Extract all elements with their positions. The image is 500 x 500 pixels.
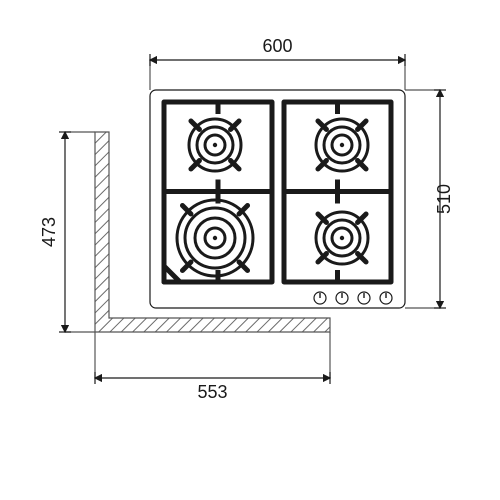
control-knob-4[interactable] [380,292,392,304]
control-knob-2[interactable] [336,292,348,304]
dim-left-height-label: 473 [39,217,59,247]
dim-top-width-label: 600 [262,36,292,56]
burner-top-left [189,119,241,171]
control-knob-1[interactable] [314,292,326,304]
control-knob-3[interactable] [358,292,370,304]
burner-bottom-right [316,212,368,264]
burner-top-right [316,119,368,171]
dim-right-height-label: 510 [434,184,454,214]
dim-bottom-width-label: 553 [197,382,227,402]
